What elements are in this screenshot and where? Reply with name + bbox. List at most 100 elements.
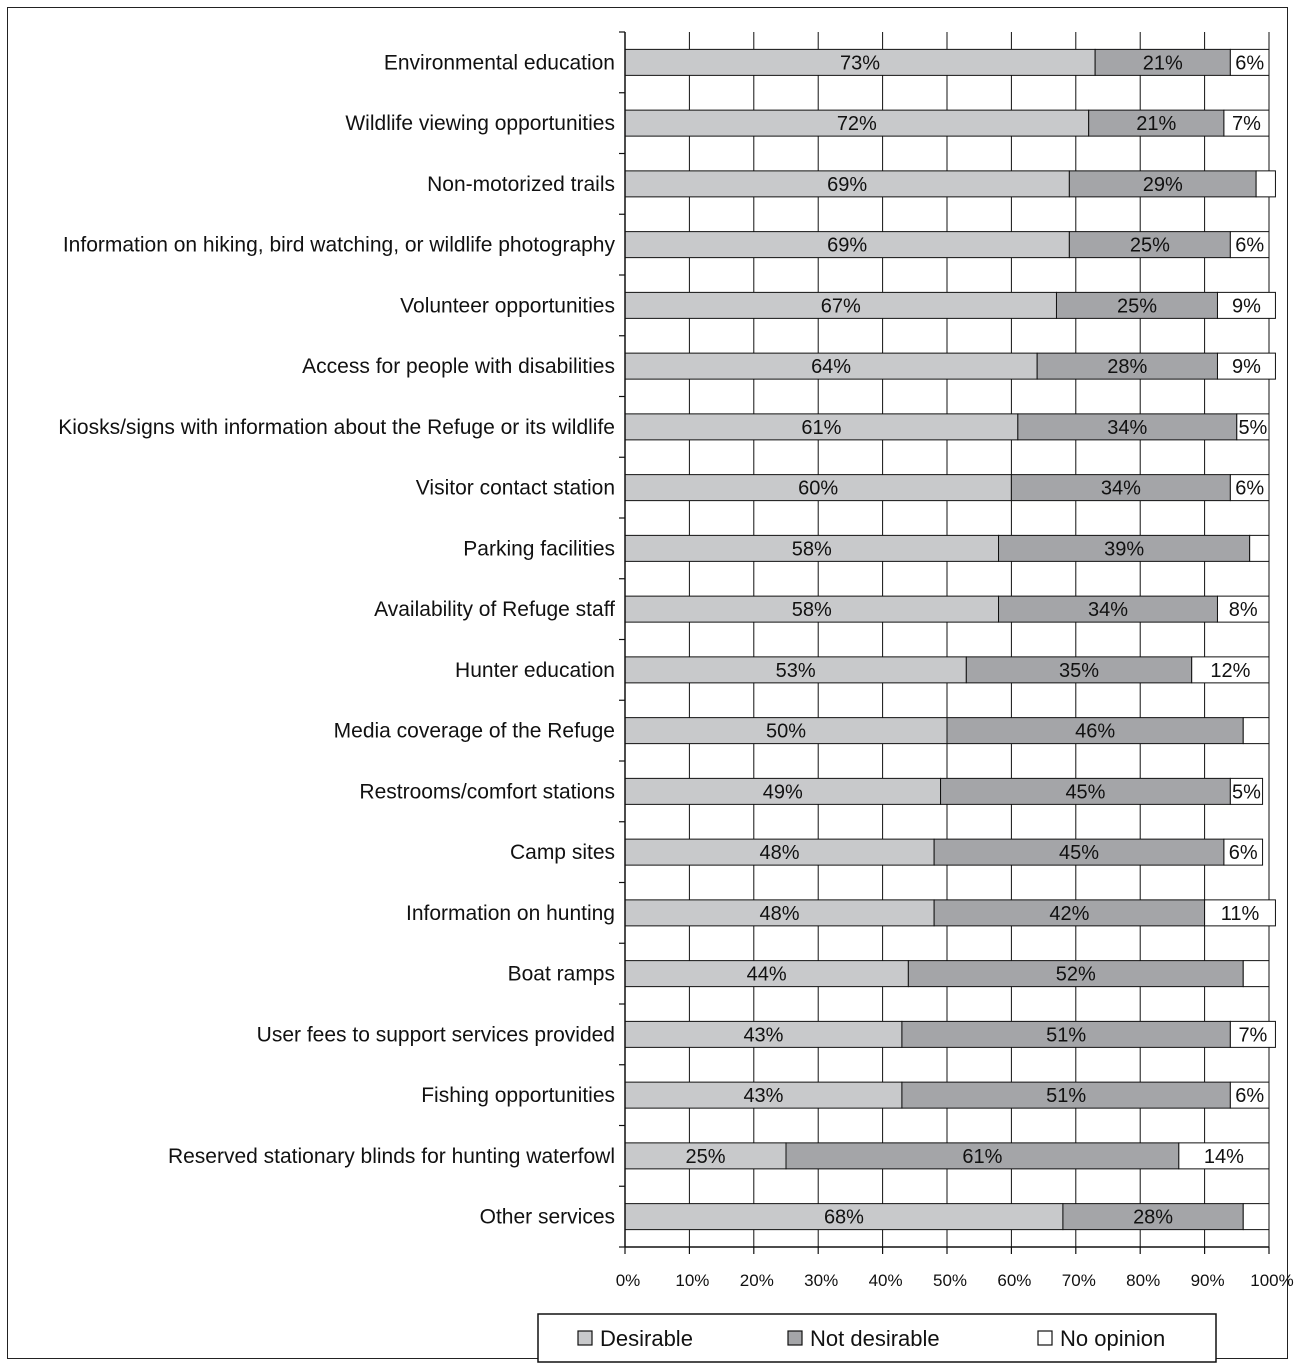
bar-segment xyxy=(1204,899,1276,927)
x-tick-label: 70% xyxy=(1062,1271,1096,1290)
bar-segment xyxy=(1010,474,1231,502)
category-label: Other services xyxy=(480,1206,615,1229)
bar-segment xyxy=(1216,291,1276,319)
data-label: 5% xyxy=(1232,781,1261,803)
data-label: 50% xyxy=(766,721,806,743)
x-tick-label: 80% xyxy=(1126,1271,1160,1290)
data-label: 29% xyxy=(1143,174,1183,196)
data-label: 67% xyxy=(821,295,861,317)
category-label: Restrooms/comfort stations xyxy=(359,780,615,803)
data-label: 9% xyxy=(1232,356,1261,378)
data-label: 25% xyxy=(1117,295,1157,317)
data-label: 43% xyxy=(743,1024,783,1046)
data-label: 52% xyxy=(1056,964,1096,986)
legend-label: Desirable xyxy=(600,1326,693,1351)
category-label: User fees to support services provided xyxy=(257,1023,615,1046)
data-label: 45% xyxy=(1065,781,1105,803)
bar-segment xyxy=(1229,474,1270,502)
bar-segment xyxy=(1062,1203,1244,1231)
data-label: 25% xyxy=(1130,235,1170,257)
category-label: Fishing opportunities xyxy=(421,1084,615,1107)
category-label: Hunter education xyxy=(455,659,615,682)
data-label: 44% xyxy=(747,964,787,986)
bar-segment xyxy=(1178,1142,1270,1170)
data-label: 43% xyxy=(743,1085,783,1107)
data-label: 28% xyxy=(1107,356,1147,378)
x-tick-label: 10% xyxy=(675,1271,709,1290)
data-label: 58% xyxy=(792,599,832,621)
category-label: Volunteer opportunities xyxy=(400,294,615,317)
legend-box xyxy=(537,1313,1217,1363)
bar-segment xyxy=(1229,1081,1270,1109)
bar-segment xyxy=(946,717,1244,745)
bar-segment xyxy=(624,352,1038,380)
category-label: Availability of Refuge staff xyxy=(374,598,615,621)
data-label: 5% xyxy=(1238,417,1267,439)
bar-segment xyxy=(1242,960,1270,988)
bar-segment xyxy=(907,960,1244,988)
data-label: 34% xyxy=(1107,417,1147,439)
data-label: 35% xyxy=(1059,660,1099,682)
category-label: Parking facilities xyxy=(463,537,615,560)
bar-segment xyxy=(1242,717,1270,745)
legend-swatch xyxy=(1037,1330,1053,1346)
bar-segment xyxy=(1088,109,1225,137)
data-label: 28% xyxy=(1133,1207,1173,1229)
x-tick-label: 30% xyxy=(804,1271,838,1290)
data-label: 48% xyxy=(760,903,800,925)
category-label: Non-motorized trails xyxy=(427,173,615,196)
data-label: 64% xyxy=(811,356,851,378)
data-label: 48% xyxy=(760,842,800,864)
data-label: 46% xyxy=(1075,721,1115,743)
bar-segment xyxy=(1249,534,1270,562)
x-tick-label: 20% xyxy=(740,1271,774,1290)
legend-label: No opinion xyxy=(1060,1326,1165,1351)
bar-segment xyxy=(998,534,1251,562)
category-label: Kiosks/signs with information about the … xyxy=(58,416,615,439)
legend-swatch xyxy=(787,1330,803,1346)
data-label: 6% xyxy=(1235,1085,1264,1107)
bar-segment xyxy=(785,1142,1180,1170)
data-label: 45% xyxy=(1059,842,1099,864)
bar-segment xyxy=(624,1142,787,1170)
category-label: Access for people with disabilities xyxy=(302,355,615,378)
bar-segment xyxy=(624,291,1057,319)
bar-segment xyxy=(1255,170,1276,198)
data-label: 39% xyxy=(1104,538,1144,560)
bar-segment xyxy=(1191,656,1270,684)
bar-segment xyxy=(624,960,909,988)
bar-segment xyxy=(624,595,1000,623)
category-label: Environmental education xyxy=(384,51,615,74)
bar-segment xyxy=(1216,595,1270,623)
category-label: Information on hiking, bird watching, or… xyxy=(63,234,616,257)
bar-segment xyxy=(1229,231,1270,259)
data-label: 58% xyxy=(792,538,832,560)
bar-segment xyxy=(624,534,1000,562)
category-label: Camp sites xyxy=(510,841,615,864)
data-label: 51% xyxy=(1046,1024,1086,1046)
data-label: 14% xyxy=(1204,1146,1244,1168)
x-tick-label: 0% xyxy=(616,1271,641,1290)
bar-segment xyxy=(1229,1020,1276,1048)
category-label: Visitor contact station xyxy=(416,477,615,500)
data-label: 21% xyxy=(1143,52,1183,74)
data-label: 34% xyxy=(1088,599,1128,621)
bar-segment xyxy=(1094,48,1231,76)
legend-swatch xyxy=(577,1330,593,1346)
data-label: 73% xyxy=(840,52,880,74)
bar-segment xyxy=(1017,413,1238,441)
data-label: 72% xyxy=(837,113,877,135)
category-label: Media coverage of the Refuge xyxy=(334,720,615,743)
data-label: 12% xyxy=(1210,660,1250,682)
data-label: 49% xyxy=(763,781,803,803)
bar-segment xyxy=(624,717,948,745)
data-label: 7% xyxy=(1238,1024,1267,1046)
data-label: 34% xyxy=(1101,478,1141,500)
legend-label: Not desirable xyxy=(810,1326,940,1351)
data-label: 61% xyxy=(962,1146,1002,1168)
data-label: 6% xyxy=(1235,478,1264,500)
bar-segment xyxy=(624,1020,903,1048)
bar-segment xyxy=(1216,352,1276,380)
bar-segment xyxy=(1223,109,1270,137)
